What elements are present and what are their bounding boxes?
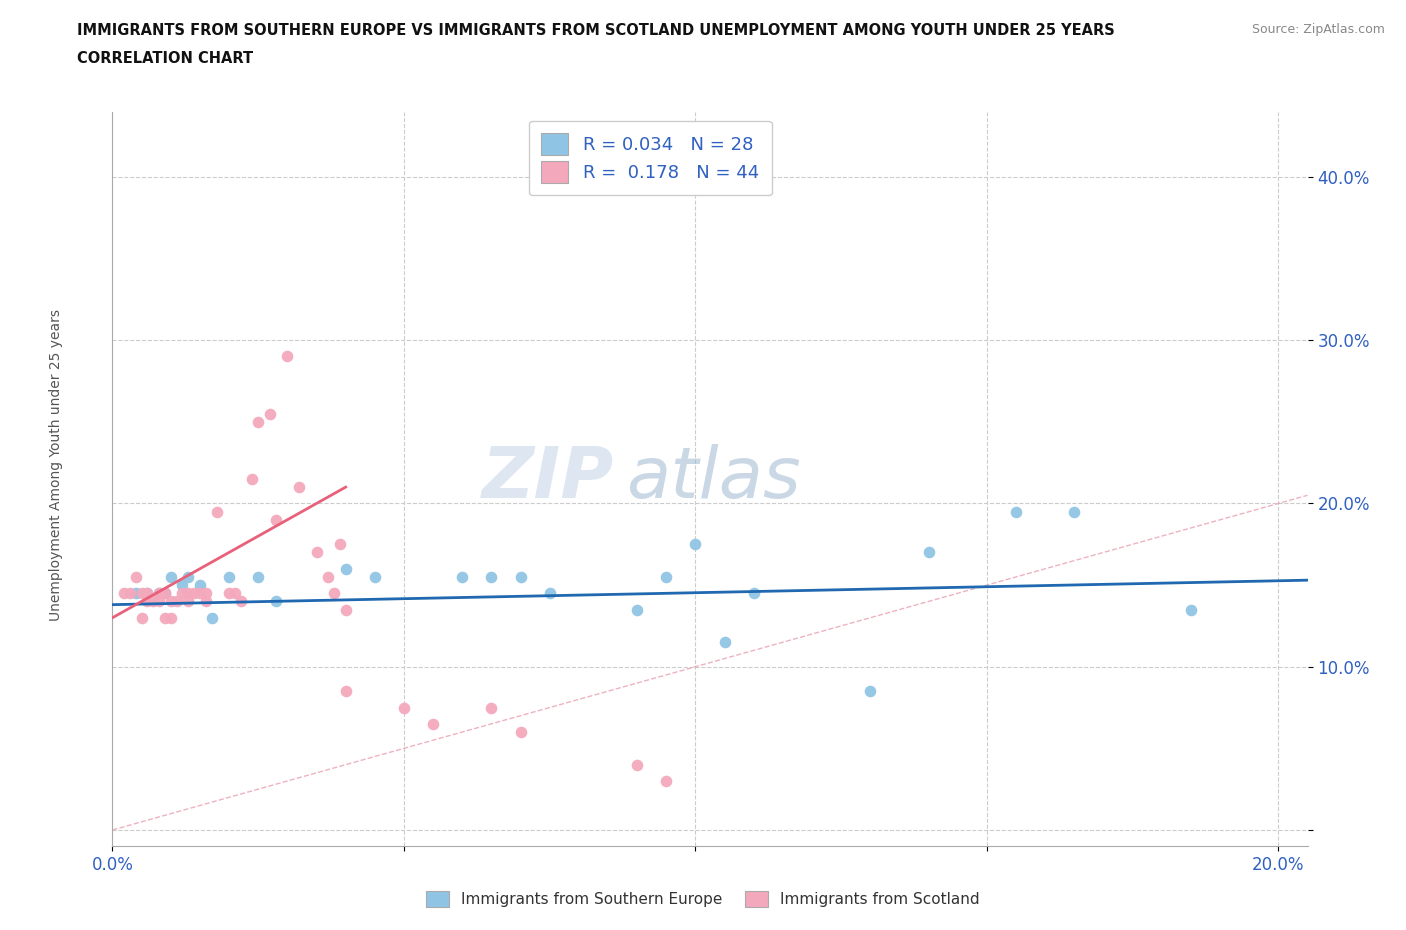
- Point: [177, 594, 200, 609]
- Point: [136, 586, 159, 601]
- Point: [481, 700, 503, 715]
- Point: [713, 635, 735, 650]
- Point: [288, 480, 311, 495]
- Point: [172, 578, 194, 592]
- Text: atlas: atlas: [627, 445, 801, 513]
- Point: [335, 684, 357, 698]
- Point: [392, 700, 415, 715]
- Text: IMMIGRANTS FROM SOUTHERN EUROPE VS IMMIGRANTS FROM SCOTLAND UNEMPLOYMENT AMONG Y: IMMIGRANTS FROM SOUTHERN EUROPE VS IMMIG…: [77, 23, 1115, 38]
- Point: [538, 586, 561, 601]
- Point: [148, 594, 170, 609]
- Point: [305, 545, 328, 560]
- Point: [136, 594, 159, 609]
- Point: [422, 716, 444, 731]
- Point: [148, 586, 170, 601]
- Text: ZIP: ZIP: [482, 445, 614, 513]
- Point: [200, 610, 222, 625]
- Point: [194, 586, 217, 601]
- Point: [1180, 602, 1202, 617]
- Point: [131, 610, 153, 625]
- Point: [224, 586, 246, 601]
- Point: [259, 406, 281, 421]
- Point: [142, 594, 165, 609]
- Point: [229, 594, 252, 609]
- Legend: R = 0.034   N = 28, R =  0.178   N = 44: R = 0.034 N = 28, R = 0.178 N = 44: [529, 121, 772, 195]
- Point: [626, 602, 648, 617]
- Point: [207, 504, 229, 519]
- Point: [112, 586, 135, 601]
- Point: [329, 537, 352, 551]
- Point: [509, 724, 531, 739]
- Point: [364, 569, 387, 584]
- Point: [183, 586, 205, 601]
- Point: [335, 562, 357, 577]
- Point: [742, 586, 765, 601]
- Point: [177, 569, 200, 584]
- Point: [188, 586, 211, 601]
- Point: [242, 472, 264, 486]
- Point: [1005, 504, 1028, 519]
- Point: [118, 586, 141, 601]
- Point: [148, 586, 170, 601]
- Point: [177, 586, 200, 601]
- Text: Source: ZipAtlas.com: Source: ZipAtlas.com: [1251, 23, 1385, 36]
- Point: [247, 569, 270, 584]
- Point: [125, 569, 148, 584]
- Point: [509, 569, 531, 584]
- Point: [264, 512, 287, 527]
- Point: [218, 569, 240, 584]
- Point: [264, 594, 287, 609]
- Point: [1063, 504, 1085, 519]
- Point: [655, 569, 678, 584]
- Point: [626, 757, 648, 772]
- Point: [335, 602, 357, 617]
- Text: CORRELATION CHART: CORRELATION CHART: [77, 51, 253, 66]
- Point: [153, 586, 176, 601]
- Point: [159, 610, 181, 625]
- Point: [125, 586, 148, 601]
- Point: [131, 586, 153, 601]
- Point: [153, 610, 176, 625]
- Text: Unemployment Among Youth under 25 years: Unemployment Among Youth under 25 years: [49, 309, 63, 621]
- Point: [159, 569, 181, 584]
- Point: [917, 545, 939, 560]
- Point: [481, 569, 503, 584]
- Legend: Immigrants from Southern Europe, Immigrants from Scotland: Immigrants from Southern Europe, Immigra…: [420, 884, 986, 913]
- Point: [166, 594, 188, 609]
- Point: [172, 586, 194, 601]
- Point: [136, 586, 159, 601]
- Point: [323, 586, 346, 601]
- Point: [276, 349, 298, 364]
- Point: [451, 569, 474, 584]
- Point: [685, 537, 707, 551]
- Point: [153, 586, 176, 601]
- Point: [159, 594, 181, 609]
- Point: [859, 684, 882, 698]
- Point: [247, 415, 270, 430]
- Point: [194, 594, 217, 609]
- Point: [316, 569, 339, 584]
- Point: [188, 578, 211, 592]
- Point: [655, 774, 678, 789]
- Point: [218, 586, 240, 601]
